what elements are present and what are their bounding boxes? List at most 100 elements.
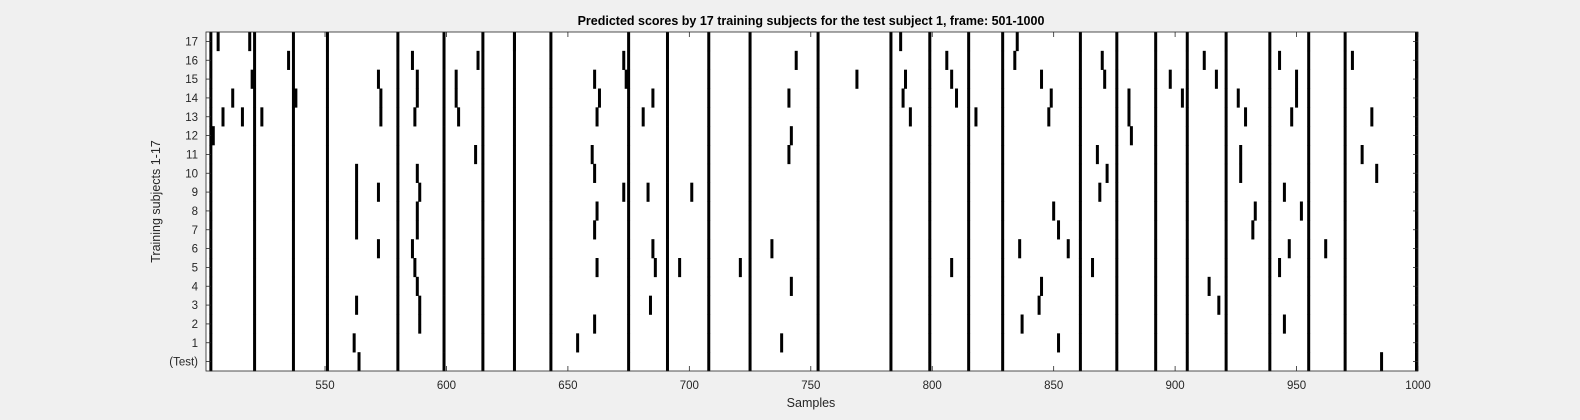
event-mark: [396, 107, 400, 127]
event-mark: [250, 69, 254, 89]
event-mark: [357, 352, 361, 372]
event-mark: [1307, 107, 1311, 127]
event-mark: [967, 88, 971, 108]
x-tick-label: 950: [1287, 380, 1306, 392]
event-mark: [707, 352, 711, 372]
event-mark: [707, 220, 711, 240]
event-mark: [1343, 126, 1347, 146]
event-mark: [627, 107, 631, 127]
event-mark: [1115, 88, 1119, 108]
event-mark: [355, 295, 359, 315]
event-mark: [396, 314, 400, 334]
event-mark: [512, 295, 516, 315]
event-mark: [1268, 258, 1272, 278]
event-mark: [1001, 352, 1005, 372]
event-mark: [1268, 107, 1272, 127]
event-mark: [950, 69, 954, 89]
event-mark: [748, 352, 752, 372]
event-mark: [627, 201, 631, 221]
event-mark: [748, 126, 752, 146]
event-mark: [253, 201, 257, 221]
event-mark: [816, 239, 820, 259]
event-mark: [665, 32, 669, 52]
event-mark: [253, 295, 257, 315]
event-mark: [967, 295, 971, 315]
event-mark: [627, 295, 631, 315]
event-mark: [355, 163, 359, 183]
event-mark: [738, 258, 742, 278]
event-mark: [253, 333, 257, 353]
y-tick-label: 11: [186, 149, 198, 161]
event-mark: [512, 145, 516, 165]
event-mark: [1115, 50, 1119, 70]
event-mark: [1324, 239, 1328, 259]
event-mark: [904, 69, 908, 89]
event-mark: [231, 88, 235, 108]
event-mark: [1180, 88, 1184, 108]
event-mark: [1343, 295, 1347, 315]
event-mark: [1268, 50, 1272, 70]
event-mark: [1278, 258, 1282, 278]
event-mark: [889, 88, 893, 108]
event-mark: [379, 107, 383, 127]
event-mark: [1115, 182, 1119, 202]
event-mark: [260, 107, 264, 127]
event-mark: [287, 50, 291, 70]
event-mark: [325, 182, 329, 202]
event-mark: [512, 352, 516, 372]
event-mark: [379, 88, 383, 108]
event-mark: [512, 50, 516, 70]
event-mark: [648, 295, 652, 315]
event-mark: [889, 220, 893, 240]
event-mark: [291, 276, 295, 296]
event-mark: [396, 145, 400, 165]
event-mark: [481, 69, 485, 89]
event-mark: [748, 50, 752, 70]
event-mark: [1268, 126, 1272, 146]
event-mark: [889, 126, 893, 146]
event-mark: [1307, 88, 1311, 108]
event-mark: [748, 333, 752, 353]
event-mark: [325, 145, 329, 165]
event-mark: [816, 163, 820, 183]
event-mark: [928, 352, 932, 372]
event-mark: [707, 145, 711, 165]
event-mark: [481, 145, 485, 165]
event-mark: [1185, 276, 1189, 296]
event-mark: [595, 258, 599, 278]
event-mark: [967, 258, 971, 278]
y-tick-label: (Test): [169, 357, 198, 369]
event-mark: [253, 126, 257, 146]
event-mark: [1268, 88, 1272, 108]
event-mark: [1154, 32, 1158, 52]
event-mark: [1268, 333, 1272, 353]
event-mark: [396, 220, 400, 240]
event-mark: [291, 220, 295, 240]
event-mark: [291, 50, 295, 70]
event-mark: [1001, 126, 1005, 146]
event-mark: [1350, 50, 1354, 70]
event-mark: [1154, 352, 1158, 372]
event-mark: [253, 145, 257, 165]
event-mark: [325, 333, 329, 353]
event-mark: [1154, 163, 1158, 183]
event-mark: [1049, 88, 1053, 108]
event-mark: [707, 107, 711, 127]
event-mark: [624, 69, 628, 89]
event-mark: [1224, 145, 1228, 165]
event-mark: [253, 352, 257, 372]
x-axis-title: Samples: [787, 396, 836, 410]
event-mark: [928, 314, 932, 334]
y-axis-title: Training subjects 1-17: [149, 140, 163, 263]
event-mark: [945, 50, 949, 70]
event-mark: [1343, 258, 1347, 278]
event-mark: [627, 258, 631, 278]
event-mark: [396, 126, 400, 146]
event-mark: [1202, 50, 1206, 70]
event-mark: [294, 88, 298, 108]
event-mark: [415, 220, 419, 240]
event-mark: [595, 201, 599, 221]
event-mark: [253, 163, 257, 183]
event-mark: [816, 145, 820, 165]
event-mark: [325, 88, 329, 108]
